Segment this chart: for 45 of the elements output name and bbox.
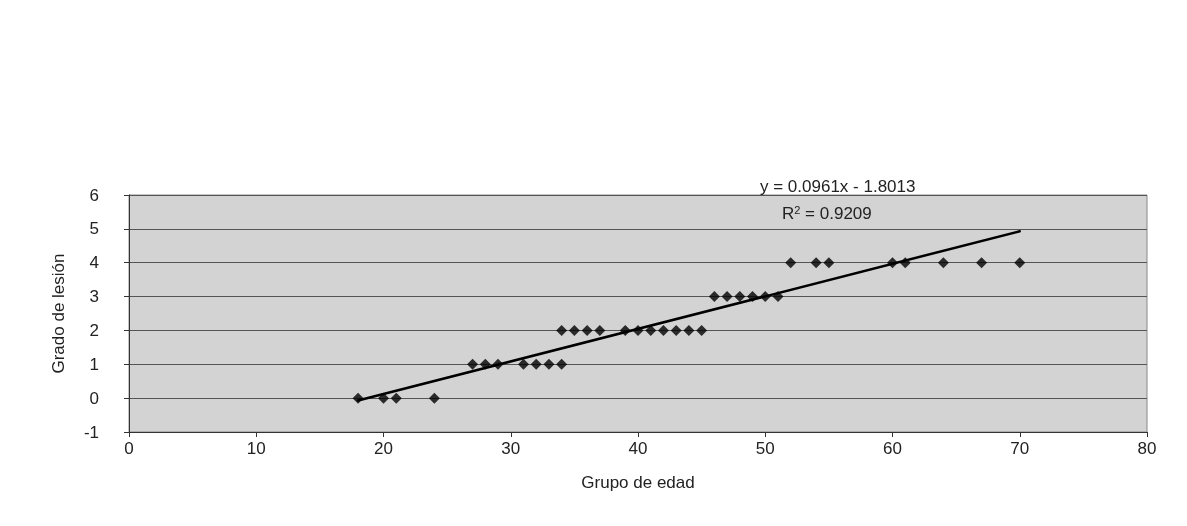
x-tick-label: 70: [1010, 439, 1030, 458]
point: [810, 257, 822, 269]
point: [683, 324, 695, 336]
point: [568, 324, 580, 336]
point: [556, 358, 568, 370]
x-tick-label: 20: [374, 439, 393, 458]
point: [734, 291, 746, 303]
point: [556, 324, 568, 336]
point: [428, 392, 440, 404]
x-axis-title: Grupo de edad: [581, 473, 695, 492]
point: [517, 358, 529, 370]
point: [976, 257, 988, 269]
point: [785, 257, 797, 269]
point: [530, 358, 542, 370]
y-tick-label: 5: [89, 219, 99, 239]
y-axis-title: Grado de lesión: [49, 253, 68, 374]
point: [1014, 257, 1026, 269]
y-tick-label: 3: [89, 287, 99, 307]
point: [708, 291, 720, 303]
x-tick-label: 10: [246, 439, 266, 458]
x-tick-label: 80: [1137, 439, 1157, 458]
y-tick-label: 0: [89, 388, 99, 408]
point: [467, 358, 479, 370]
y-tick-label: 6: [89, 185, 99, 205]
x-tick-label: 40: [628, 439, 648, 458]
y-tick-label: 2: [89, 320, 99, 340]
point: [696, 324, 708, 336]
point: [823, 257, 835, 269]
y-tick-label: 1: [89, 354, 99, 374]
point: [581, 324, 593, 336]
x-tick-label: 30: [501, 439, 521, 458]
x-tick-label: 60: [883, 439, 902, 458]
point: [657, 324, 669, 336]
annotation: y = 0.0961x - 1.8013: [760, 177, 916, 196]
point: [390, 392, 402, 404]
point: [670, 324, 682, 336]
y-tick-label: 4: [89, 253, 99, 273]
point: [543, 358, 555, 370]
x-tick-label: 50: [755, 439, 775, 458]
point: [721, 291, 733, 303]
y-tick-label: -1: [83, 422, 99, 442]
point: [937, 257, 949, 269]
point: [378, 392, 389, 404]
x-tick-label: 0: [124, 439, 134, 458]
point: [594, 324, 606, 336]
